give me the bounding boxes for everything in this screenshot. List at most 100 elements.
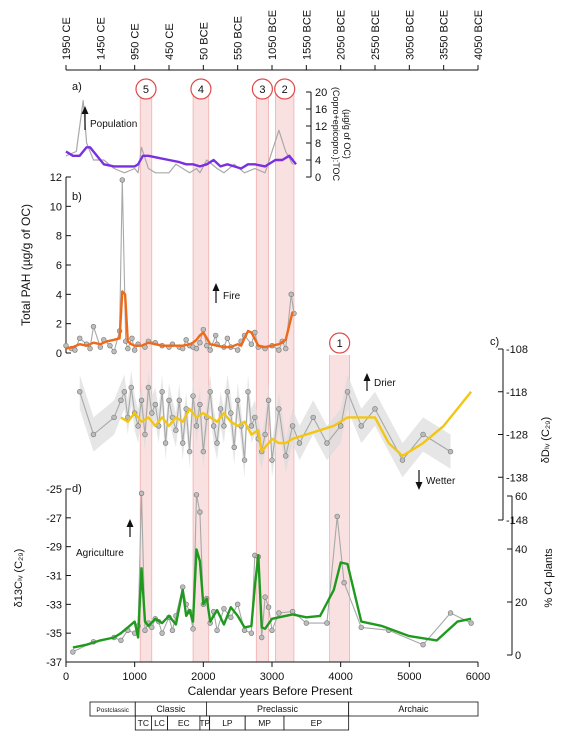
event-band-3 — [256, 92, 269, 662]
panel-b-sample-point — [90, 323, 97, 330]
panel-b-sample-point — [207, 347, 213, 353]
top-axis-tick-label: 950 CE — [130, 23, 142, 60]
panel-c-sample-point — [221, 423, 227, 429]
panel-d-sample-point — [142, 627, 148, 633]
panel-d-sample-point — [259, 634, 265, 641]
panel-c-sample-point — [135, 423, 141, 429]
panel-a-ylabel2: (µg/g of OC) — [342, 109, 352, 159]
bottom-axis-tick-label: 6000 — [466, 671, 490, 683]
panel-c-sample-point — [289, 423, 296, 429]
panel-a-tick-label: 4 — [315, 155, 321, 167]
panel-c-sample-point — [276, 406, 282, 412]
panel-c-sample-point — [162, 440, 169, 446]
panel-c-tick-label: -128 — [506, 430, 528, 442]
panel-d-right-tick-label: 40 — [515, 544, 527, 556]
panel-c-sample-point — [228, 410, 234, 416]
top-axis-tick-label: 4050 BCE — [473, 10, 485, 60]
x-axis-label: Calendar years Before Present — [188, 684, 353, 698]
panel-a-series — [65, 99, 297, 174]
period-label: Classic — [156, 704, 186, 714]
panel-b-sample-point — [183, 337, 189, 343]
y-axis-tick-label: -33 — [46, 599, 62, 611]
y-axis-tick-label: 4 — [56, 289, 62, 301]
panel-b-sample-point — [180, 345, 186, 352]
top-axis-tick-label: 2550 BCE — [370, 10, 382, 60]
panel-a-ylabel: (Copro+epicopro.):TOC — [331, 87, 341, 182]
event-circle-2 — [274, 78, 296, 100]
panel-b-sample-point — [276, 347, 282, 353]
panel-d-sample-point — [334, 513, 340, 520]
panel-b-sample-point — [119, 177, 126, 183]
panel-d-sample-point — [228, 614, 234, 621]
panel-b-sample-point — [204, 342, 210, 349]
panel-c-tick-label: -118 — [506, 387, 527, 399]
panel-d-sample-point — [447, 610, 454, 616]
panel-d-sample-point — [324, 620, 330, 626]
event-circle-1 — [329, 332, 351, 354]
y-axis-tick-label: 0 — [56, 348, 62, 360]
panel-b-fire: b) 12 10 8 6 4 2 0 Total PAH (µg/g of OC) Fire — [19, 172, 297, 360]
panel-d-sample-point — [468, 620, 474, 626]
event-band-5 — [140, 92, 152, 662]
panel-c-sample-point — [149, 410, 155, 416]
panel-b-sample-point — [87, 345, 93, 352]
panel-c-tick-label: -148 — [506, 515, 528, 527]
panel-c-sample-point — [152, 401, 158, 408]
panel-c-sample-point — [159, 389, 165, 395]
panel-b-sample-point — [77, 335, 83, 342]
panel-c-sample-point — [145, 384, 152, 391]
event-number-3: 3 — [259, 84, 265, 96]
panel-d-sample-point — [118, 637, 124, 644]
panel-c-sample-point — [231, 444, 237, 451]
panel-a-tick-label: 20 — [315, 87, 327, 99]
top-axis-tick-label: 3050 BCE — [404, 10, 416, 60]
panel-c-sample-point — [128, 384, 134, 391]
top-axis-tick-label: 1050 BCE — [267, 10, 279, 60]
panel-d-sample-point — [193, 492, 200, 498]
panel-c-sample-point — [142, 431, 148, 438]
panel-c-sample-point — [197, 401, 203, 408]
panel-b-sample-point — [107, 342, 113, 349]
y-axis-tick-label: 12 — [50, 172, 62, 184]
panel-d-y-axis: -25 -27 -29 -31 -33 -35 -37 — [46, 484, 71, 669]
panel-c-sample-point — [248, 423, 255, 429]
drier-arrow-icon — [363, 373, 371, 391]
event-circle-5 — [135, 78, 157, 100]
y-axis-tick-label: -35 — [46, 628, 62, 640]
panel-c-smoothed-line — [120, 391, 473, 458]
panel-d-right-tick-label: 0 — [515, 650, 521, 662]
panel-a-raw-line — [65, 99, 294, 174]
panel-a-tick-label: 16 — [315, 104, 327, 116]
panel-c-sample-point — [214, 440, 220, 446]
y-axis-tick-label: 10 — [50, 201, 62, 213]
top-axis-tick-label: 3550 BCE — [439, 10, 451, 60]
panel-c-sample-point — [193, 423, 200, 429]
y-axis-tick-label: 2 — [56, 319, 62, 331]
panel-d-sample-point — [241, 627, 248, 633]
panel-d-sample-point — [276, 610, 282, 616]
drier-label: Drier — [374, 378, 396, 389]
panel-b-smoothed-line — [65, 290, 294, 350]
panel-c-sample-point — [447, 448, 454, 455]
subperiod-label: LP — [222, 718, 233, 728]
subperiod-label: LC — [154, 718, 165, 728]
event-number-1: 1 — [337, 338, 343, 350]
panel-d-right-axis: 60 40 20 0 — [507, 491, 527, 662]
panel-d-tag: d) — [72, 483, 82, 495]
panel-b-y-axis: 12 10 8 6 4 2 0 — [50, 172, 71, 360]
panel-c-sample-point — [180, 440, 186, 446]
panel-c-sample-point — [358, 423, 364, 429]
y-axis-tick-label: -29 — [46, 542, 62, 554]
panel-c-sample-point — [252, 414, 258, 421]
panel-c-sample-point — [207, 389, 213, 395]
subperiod-label: EP — [311, 718, 323, 728]
bottom-bp-axis: 0 1000 2000 3000 4000 5000 6000 — [63, 661, 490, 683]
top-axis-tick-label: 2050 BCE — [336, 10, 348, 60]
panel-a-tick-label: 12 — [315, 121, 327, 133]
top-calendar-axis: 1950 CE 1450 CE 950 CE 450 CE 50 BCE 550 BCE 1… — [61, 10, 485, 71]
y-axis-tick-label: 8 — [56, 231, 62, 243]
panel-d-sample-point — [70, 649, 76, 655]
panel-c-sample-point — [190, 393, 196, 399]
panel-d-right-tick-label: 60 — [515, 491, 527, 503]
subperiod-label: TC — [138, 718, 149, 728]
